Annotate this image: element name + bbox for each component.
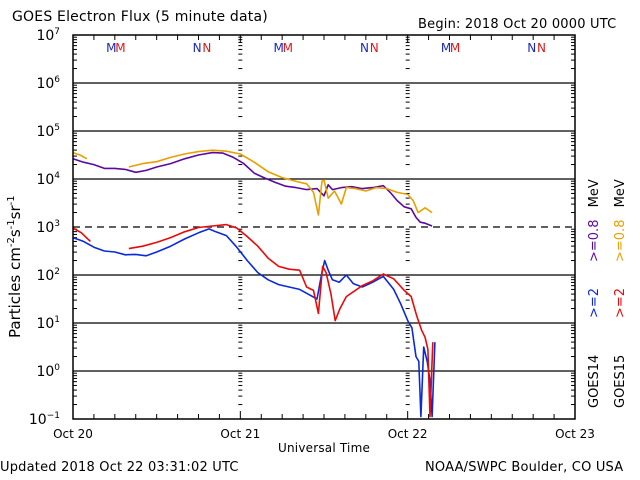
markers-layer: MM N N MM N N MM N N [106,41,546,55]
series-layer [72,149,436,418]
y-axis-label-exp2: -1 [6,219,17,230]
legend-row-08-goes15: >=0.8 MeV [613,179,628,262]
y-tick-label: 106 [36,75,60,92]
y-tick-label: 103 [36,219,60,236]
y-axis-label: Particles cm-2s-1sr-1 [6,195,24,338]
marker-m: M [106,41,116,55]
series-line-goes15-0-8-mev [72,151,88,160]
marker-n: N [202,41,211,55]
y-tick-label: 101 [36,315,60,332]
marker-n: N [537,41,546,55]
x-tick-label: Oct 20 [53,427,93,441]
x-axis-label: Universal Time [278,441,371,455]
series-line-goes15-2-mev [128,223,434,418]
x-tick-label: Oct 22 [388,427,428,441]
y-axis-label-base: Particles cm [6,247,24,338]
y-tick-label: 105 [36,123,60,140]
marker-n: N [193,41,202,55]
marker-m: M [115,41,125,55]
marker-n: N [370,41,379,55]
y-tick-label: 100 [36,363,60,380]
credit-label: NOAA/SWPC Boulder, CO USA [425,460,624,475]
legend-energy-08-goes14: >=0.8 [587,219,602,262]
legend-energy-08-goes15: >=0.8 [613,219,628,262]
y-tick-label: 102 [36,267,60,284]
series-line-goes14-0-8-mev [72,151,433,227]
legend-energy-2-goes15: >=2 [613,287,628,318]
y-axis-label-exp1: -2 [6,237,17,248]
legend-sat-goes15: GOES15 [613,354,628,408]
y-axis-label-exp3: -1 [6,195,17,206]
series-line-goes15-0-8-mev [128,149,433,216]
x-tick-labels: Oct 20 Oct 21 Oct 22 Oct 23 [53,427,595,441]
y-axis-label-sr: sr [6,205,24,220]
ticks-layer [73,35,575,419]
marker-n: N [527,41,536,55]
grid-layer [73,82,575,372]
marker-m: M [283,41,293,55]
legend-unit-goes15: MeV [613,179,628,208]
x-tick-label: Oct 23 [555,427,595,441]
series-line-goes14-2-mev [72,228,436,418]
chart-title: GOES Electron Flux (5 minute data) [12,9,268,25]
y-tick-label: 104 [36,171,60,188]
marker-n: N [360,41,369,55]
marker-m: M [274,41,284,55]
series-line-goes15-2-mev [72,227,91,242]
legend-row-08-goes14: >=0.8 MeV [587,179,602,262]
x-tick-label: Oct 21 [220,427,260,441]
y-tick-label: 107 [36,27,60,44]
marker-m: M [441,41,451,55]
legend-unit-goes14: MeV [587,179,602,208]
marker-m: M [450,41,460,55]
plot-frame [72,34,576,420]
y-axis-label-s: s [6,229,24,238]
y-tick-labels: 107 106 105 104 103 102 101 100 10−1 [29,27,60,428]
begin-label: Begin: 2018 Oct 20 0000 UTC [418,17,617,32]
updated-timestamp: Updated 2018 Oct 22 03:31:02 UTC [0,460,239,475]
legend-energy-2-goes14: >=2 [587,287,602,318]
y-tick-label: 10−1 [29,411,60,428]
legend-sat-goes14: GOES14 [587,354,602,408]
